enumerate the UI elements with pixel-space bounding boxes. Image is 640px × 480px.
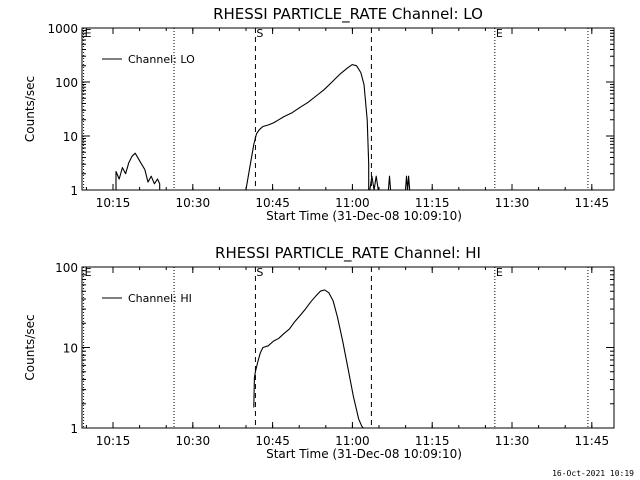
y-tick-label: 100 — [55, 76, 78, 90]
footer-timestamp: 16-Oct-2021 10:19 — [552, 469, 634, 478]
x-tick-label: 11:00 — [335, 196, 370, 210]
marker-label: S — [256, 266, 263, 279]
series-line-channel-hi — [253, 289, 364, 429]
y-tick-label: 10 — [63, 342, 78, 356]
x-tick-label: 10:30 — [176, 196, 211, 210]
x-tick-label: 10:45 — [255, 196, 290, 210]
x-tick-label: 10:45 — [255, 434, 290, 448]
x-tick-label: 10:30 — [176, 434, 211, 448]
marker-label: E — [496, 27, 503, 40]
x-tick-label: 11:00 — [335, 434, 370, 448]
x-tick-label: 11:15 — [415, 196, 450, 210]
series-line-channel-lo — [404, 175, 411, 191]
x-axis-label: Start Time (31-Dec-08 10:09:10) — [266, 209, 462, 223]
y-tick-label: 1 — [70, 184, 78, 198]
chart-title: RHESSI PARTICLE_RATE Channel: LO — [213, 5, 483, 24]
marker-label: E — [85, 27, 92, 40]
marker-label: E — [496, 266, 503, 279]
x-tick-label: 11:15 — [415, 434, 450, 448]
y-tick-label: 100 — [55, 261, 78, 275]
x-tick-label: 10:15 — [96, 434, 131, 448]
chart-title: RHESSI PARTICLE_RATE Channel: HI — [215, 244, 481, 263]
x-tick-label: 11:30 — [495, 434, 530, 448]
y-tick-label: 1000 — [47, 22, 78, 36]
y-axis-label: Counts/sec — [23, 76, 37, 142]
series-line-channel-lo — [369, 175, 379, 191]
x-axis-label: Start Time (31-Dec-08 10:09:10) — [266, 447, 462, 461]
series-line-channel-lo — [245, 64, 370, 191]
plot-frame — [81, 27, 615, 191]
y-axis-label: Counts/sec — [23, 314, 37, 380]
panel-1: RHESSI PARTICLE_RATE Channel: LO E S E 10:15… — [23, 5, 615, 223]
panel-2: RHESSI PARTICLE_RATE Channel: HI E S E 10:15… — [23, 244, 615, 461]
series-line-channel-lo — [115, 152, 161, 190]
x-tick-label: 11:45 — [575, 196, 610, 210]
y-tick-label: 10 — [63, 130, 78, 144]
marker-label: E — [85, 266, 92, 279]
marker-label: S — [256, 27, 263, 40]
legend-label: Channel: HI — [128, 292, 192, 305]
legend-label: Channel: LO — [128, 53, 195, 66]
series-line-channel-lo — [387, 175, 392, 191]
x-tick-label: 10:15 — [96, 196, 131, 210]
y-tick-label: 1 — [70, 422, 78, 436]
x-tick-label: 11:45 — [575, 434, 610, 448]
x-tick-label: 11:30 — [495, 196, 530, 210]
